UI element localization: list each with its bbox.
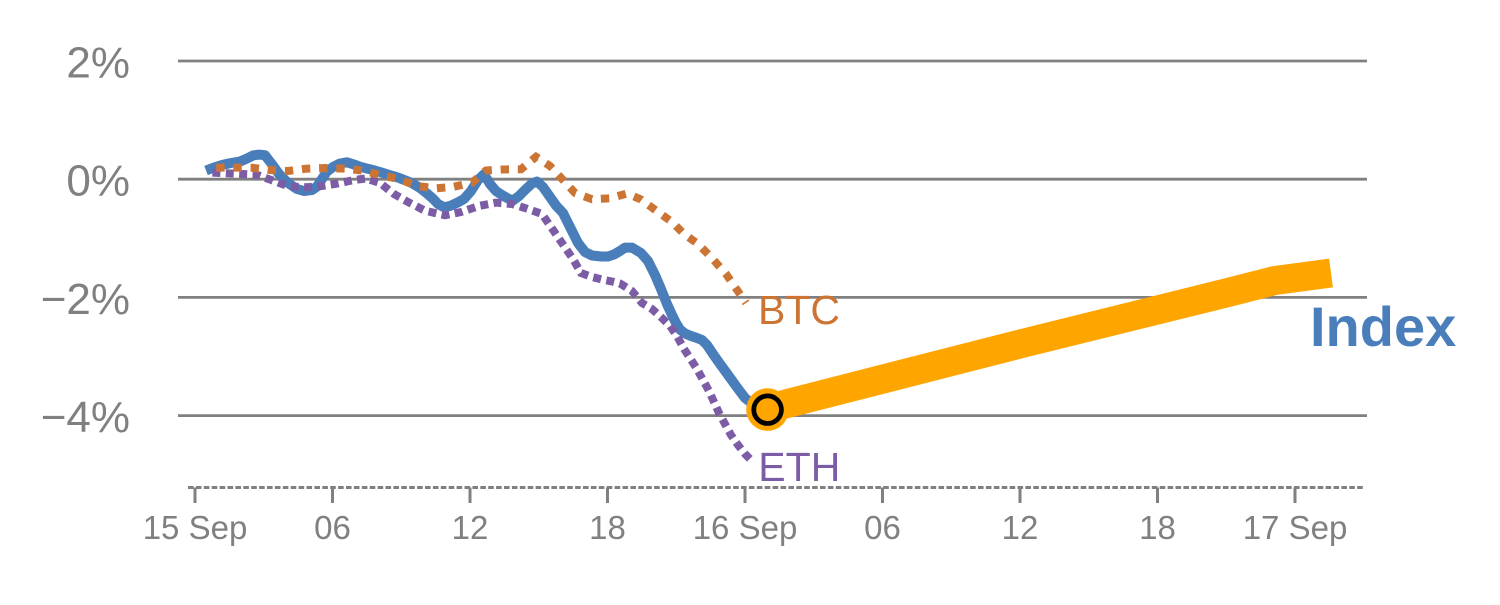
svg-text:−2%: −2% xyxy=(41,275,130,324)
svg-text:16 Sep: 16 Sep xyxy=(693,509,798,546)
svg-text:ETH: ETH xyxy=(758,444,840,490)
svg-text:Index: Index xyxy=(1310,295,1456,358)
svg-text:06: 06 xyxy=(314,509,351,546)
svg-text:18: 18 xyxy=(589,509,626,546)
svg-text:12: 12 xyxy=(452,509,489,546)
svg-text:2%: 2% xyxy=(66,39,130,88)
svg-text:0%: 0% xyxy=(66,157,130,206)
svg-text:12: 12 xyxy=(1002,509,1039,546)
svg-text:BTC: BTC xyxy=(758,287,840,333)
svg-text:17 Sep: 17 Sep xyxy=(1243,509,1348,546)
svg-text:−4%: −4% xyxy=(41,393,130,442)
svg-text:15 Sep: 15 Sep xyxy=(143,509,248,546)
svg-text:06: 06 xyxy=(864,509,901,546)
svg-text:18: 18 xyxy=(1139,509,1176,546)
